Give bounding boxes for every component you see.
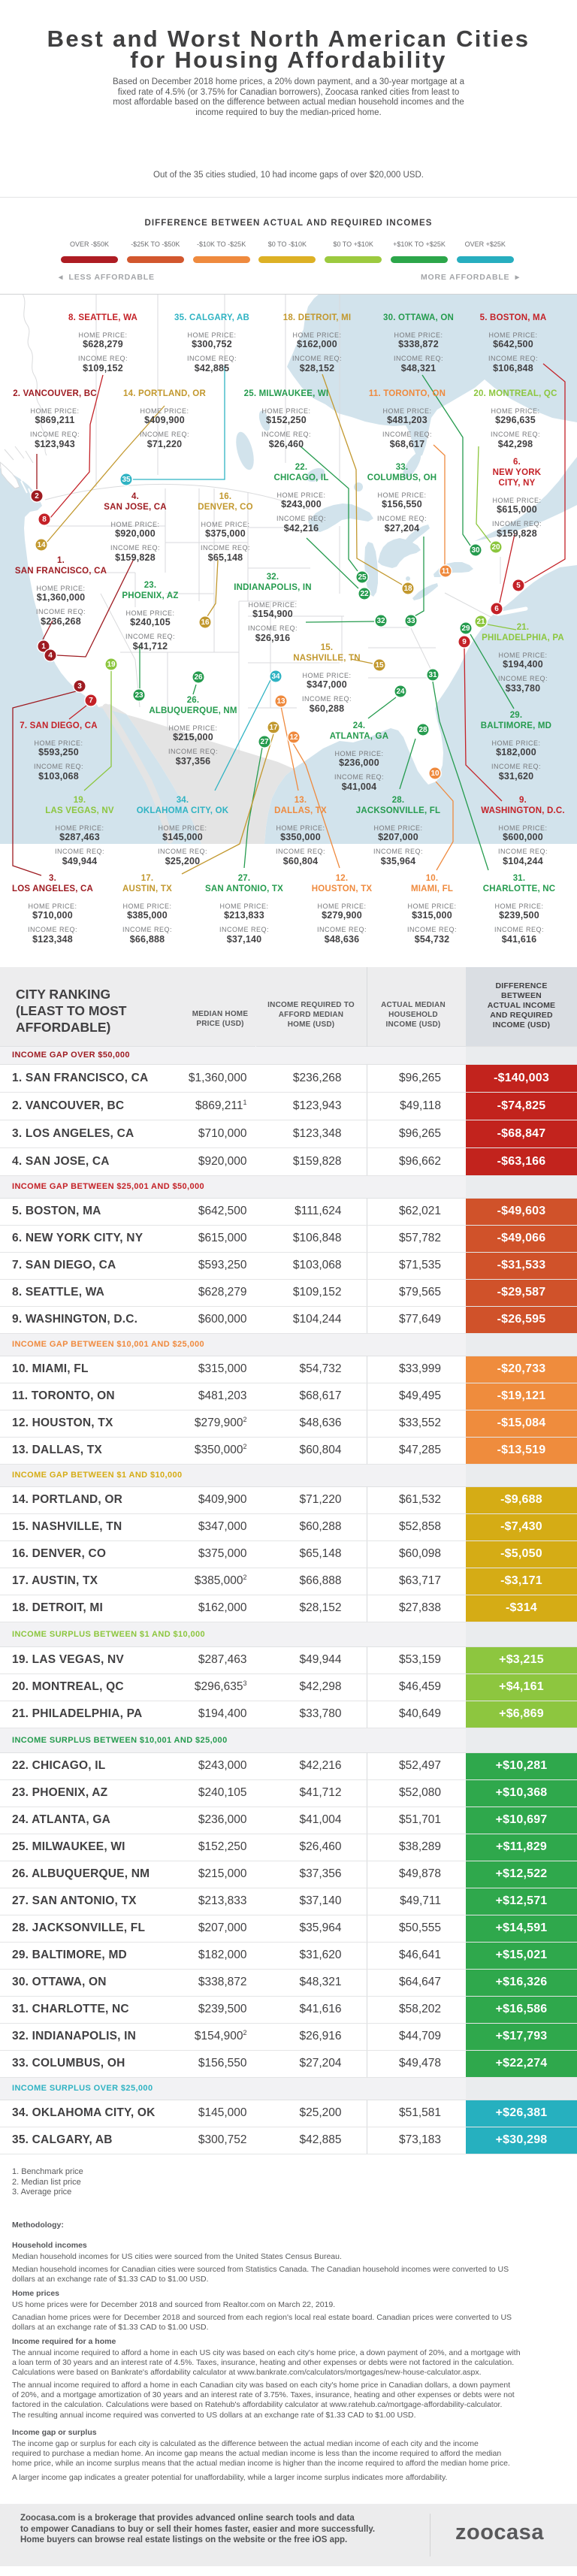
svg-text:28: 28 [418,726,427,734]
svg-text:13: 13 [276,697,285,706]
svg-text:9: 9 [462,638,467,646]
svg-text:6: 6 [494,605,499,613]
svg-text:14: 14 [37,541,46,549]
svg-text:22: 22 [360,590,369,598]
svg-text:35: 35 [122,476,131,484]
svg-text:5: 5 [516,582,521,590]
svg-text:4: 4 [48,652,53,660]
svg-text:20: 20 [491,543,500,552]
svg-text:27: 27 [260,738,269,746]
svg-text:7: 7 [89,697,93,705]
svg-text:34: 34 [271,673,280,681]
svg-text:2: 2 [35,492,39,500]
svg-text:17: 17 [269,724,278,732]
svg-text:26: 26 [194,673,203,682]
svg-text:18: 18 [403,585,412,593]
svg-text:16: 16 [201,618,210,627]
svg-text:25: 25 [358,573,367,582]
svg-text:21: 21 [476,618,485,626]
svg-text:11: 11 [442,567,450,576]
svg-text:12: 12 [289,733,298,742]
svg-text:19: 19 [107,661,116,669]
svg-text:31: 31 [428,671,437,679]
svg-text:32: 32 [376,617,385,625]
svg-text:1: 1 [41,642,46,651]
svg-text:10: 10 [430,769,440,778]
svg-text:23: 23 [134,691,143,700]
svg-text:3: 3 [77,682,82,691]
svg-text:29: 29 [461,624,470,633]
svg-text:24: 24 [396,688,405,696]
svg-text:33: 33 [406,617,415,625]
svg-text:30: 30 [471,546,480,555]
svg-text:8: 8 [42,516,47,524]
svg-text:15: 15 [375,661,384,670]
